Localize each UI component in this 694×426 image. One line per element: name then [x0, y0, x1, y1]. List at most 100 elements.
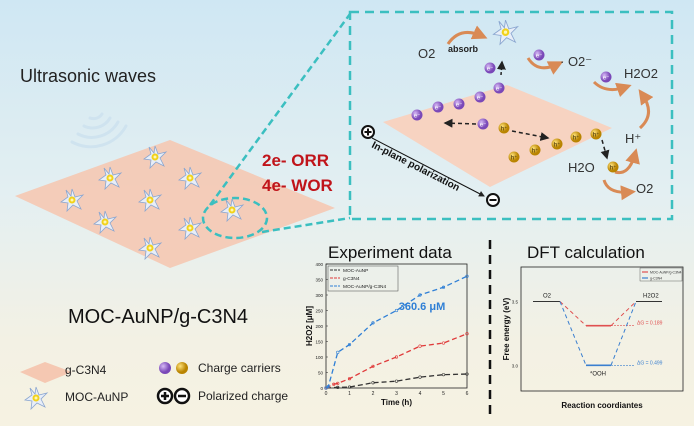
plot-frame: [520, 266, 684, 392]
legend-label: MOC-AuNP: [343, 268, 368, 274]
data-point: [371, 381, 375, 385]
x-tick-label: 3: [395, 391, 398, 397]
electron-symbol: e⁻: [496, 87, 503, 93]
data-point: [418, 344, 422, 348]
x-tick-label: 1: [348, 391, 351, 397]
hole-symbol: h⁺: [610, 165, 617, 172]
y-tick-label: 400: [315, 262, 323, 267]
plot-frame: [325, 263, 468, 389]
material-label: MOC-AuNP/g-C3N4: [68, 306, 248, 328]
electron-symbol: e⁻: [603, 76, 610, 82]
electron: [600, 71, 612, 83]
legend-box: [639, 267, 683, 282]
superoxide-label: · O2⁻: [560, 54, 592, 69]
experiment-chart: 0 50 100 150 200 250 300 350 400 0 1 2 3 4 5 6 Time (h) H…: [305, 262, 469, 407]
y-tick-label: 200: [315, 324, 323, 329]
data-point: [418, 293, 422, 297]
data-point: [441, 285, 446, 289]
x-tick-label: 0: [325, 391, 328, 397]
charge-carriers: e⁻ e⁻ e⁻ e⁻ e⁻ e⁻ e⁻ e⁻ e⁻ h⁺ h⁺ h⁺ h⁺ h⁺ h⁺ h⁺: [411, 49, 619, 173]
electron-symbol: e⁻: [480, 123, 487, 129]
x-tick-label: 6: [466, 391, 469, 397]
y-tick-label: 0: [320, 386, 323, 391]
hole-migration-arrow: [600, 139, 610, 160]
hole: [570, 131, 582, 143]
y-tick-label: 300: [315, 293, 323, 298]
y-tick-label: 150: [315, 340, 323, 345]
data-point: [465, 372, 469, 376]
legend-sheet-icon: [20, 362, 72, 383]
legend-polarized-charge: Polarized charge: [198, 389, 288, 403]
transition-line: [559, 301, 587, 327]
hole-icon: [176, 362, 188, 374]
hole-symbol: h⁺: [532, 148, 539, 155]
y-tick-label: 250: [315, 309, 323, 314]
dft-title: DFT calculation: [527, 243, 645, 262]
data-point: [394, 379, 399, 383]
hole-symbol: h⁺: [593, 132, 600, 139]
data-point: [324, 386, 328, 390]
hole: [498, 122, 510, 134]
reaction-arrow: [592, 80, 632, 98]
data-point: [394, 355, 399, 359]
y-tick-label: 350: [315, 278, 323, 283]
series-line: [325, 275, 468, 389]
x-tick-label: 5: [442, 391, 445, 397]
legend-label: MOC-AuNP/g-C3N4: [343, 284, 387, 290]
hole: [590, 128, 602, 140]
y-axis-label: H2O2 [μM]: [305, 306, 314, 346]
state-label: O2: [543, 294, 552, 300]
h2o2-label: H2O2: [624, 66, 658, 81]
electron: [432, 101, 444, 113]
data-point: [465, 332, 469, 336]
data-point: [418, 375, 422, 379]
x-tick-label: 2: [372, 391, 375, 397]
orr-label: 2e- ORR: [262, 151, 329, 170]
electron-migration-arrow: [496, 60, 506, 76]
data-point: [347, 385, 352, 389]
hole-symbol: h⁺: [573, 135, 580, 142]
data-point: [371, 364, 375, 368]
reaction-arrow: [614, 148, 640, 175]
data-point: [371, 321, 375, 325]
data-point: [441, 341, 446, 345]
delta-g-label: ΔG = 0.189: [637, 321, 663, 327]
transition-line: [559, 301, 587, 366]
hole: [529, 144, 541, 156]
hole: [508, 151, 520, 163]
state-label: H2O2: [643, 294, 659, 300]
legend-gc3n4: g-C3N4: [65, 363, 107, 377]
g-c3n4-sheet: [15, 140, 335, 268]
state-label: *OOH: [590, 371, 606, 377]
zoom-region-ellipse: [201, 196, 269, 240]
hole-migration-arrow: [511, 130, 550, 141]
electron: [474, 91, 486, 103]
data-point: [336, 381, 340, 385]
series-line: [325, 373, 468, 389]
electron: [477, 118, 489, 130]
data-point: [441, 373, 446, 377]
electron-symbol: e⁻: [414, 114, 421, 120]
inset-box: [348, 10, 674, 221]
reaction-arrow: [526, 57, 564, 75]
y-axis-label: Free energy (eV): [502, 297, 511, 360]
y-tick-label: 100: [315, 355, 323, 360]
data-point: [465, 274, 469, 278]
hole: [551, 138, 563, 150]
o2-out-label: O2: [636, 181, 653, 196]
electron-symbol: e⁻: [477, 96, 484, 102]
ultrasonic-waves-icon: [70, 112, 128, 149]
reaction-arrow: [602, 179, 636, 201]
x-axis-label: Time (h): [381, 398, 412, 407]
x-axis-label: Reaction coordiantes: [561, 401, 643, 410]
electron-migration-arrow: [443, 118, 477, 128]
electron-symbol: e⁻: [536, 54, 543, 60]
legend-box: [327, 265, 399, 292]
legend-moc-icon: [24, 386, 48, 410]
data-point: [326, 384, 330, 389]
y-tick-label: 3.5: [512, 300, 519, 305]
electron: [533, 49, 545, 61]
electron-symbol: e⁻: [456, 103, 463, 109]
